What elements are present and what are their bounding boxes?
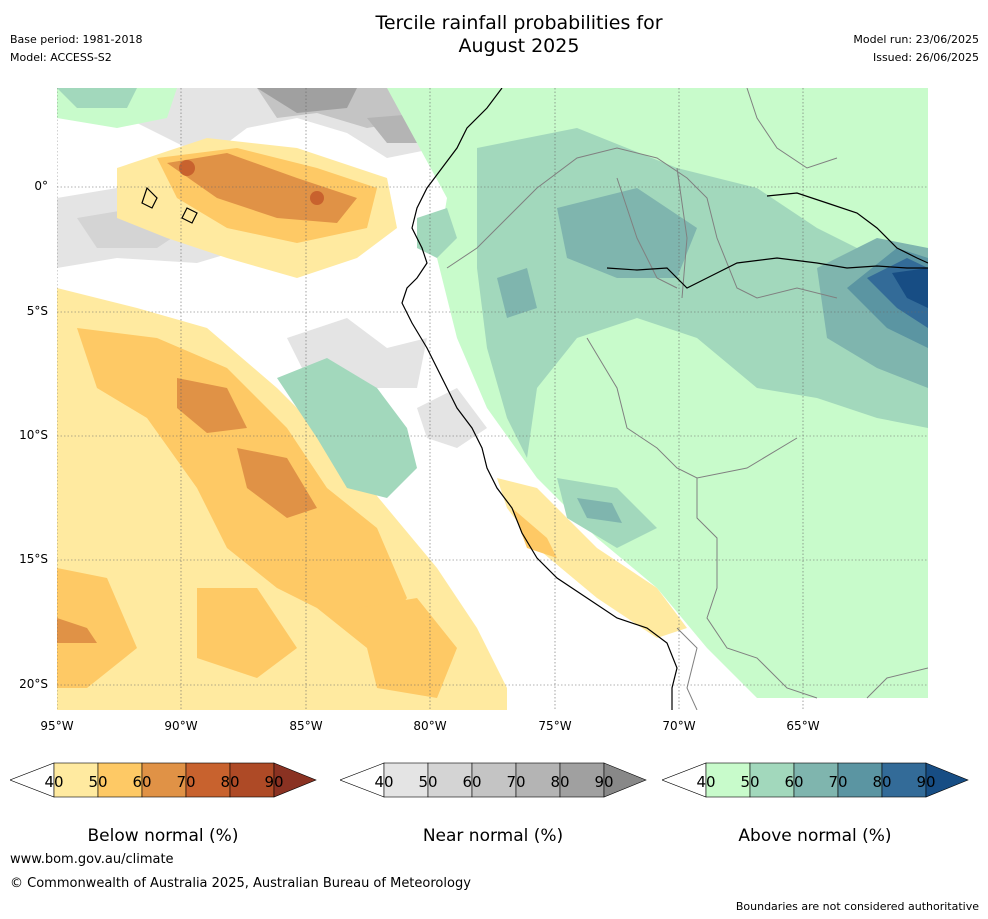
colorbar-above-tick-70: 70 — [828, 773, 848, 791]
lat-label-15s: 15°S — [19, 552, 48, 566]
colorbar-above-swatches — [661, 762, 969, 798]
colorbar-near — [339, 762, 650, 802]
title-line-1: Tercile rainfall probabilities for — [375, 12, 663, 34]
map-title: Tercile rainfall probabilities for Augus… — [0, 12, 988, 58]
country-borders — [446, 88, 928, 710]
lat-label-20s: 20°S — [19, 677, 48, 691]
colorbar-below-tick-90: 90 — [264, 773, 284, 791]
copyright-text: © Commonwealth of Australia 2025, Austra… — [10, 876, 471, 891]
colorbar-below-tick-50: 50 — [88, 773, 108, 791]
lon-label-70w: 70°W — [662, 719, 696, 733]
coastline — [141, 88, 928, 710]
below-normal-regions — [57, 88, 928, 710]
colorbar-below — [9, 762, 320, 802]
colorbar-below-tick-60: 60 — [132, 773, 152, 791]
colorbar-below-tick-80: 80 — [220, 773, 240, 791]
website-link[interactable]: www.bom.gov.au/climate — [10, 852, 174, 867]
colorbar-above-tick-90: 90 — [916, 773, 936, 791]
colorbar-below-swatches — [9, 762, 317, 798]
colorbar-near-tick-80: 80 — [550, 773, 570, 791]
map-canvas — [57, 88, 928, 710]
lon-label-80w: 80°W — [413, 719, 447, 733]
colorbar-below-tick-70: 70 — [176, 773, 196, 791]
base-period-label: Base period: 1981-2018 — [10, 33, 143, 46]
colorbar-near-tick-60: 60 — [462, 773, 482, 791]
colorbar-near-label: Near normal (%) — [422, 826, 564, 846]
lat-label-5s: 5°S — [26, 304, 48, 318]
title-line-2: August 2025 — [458, 35, 580, 57]
colorbar-below-label: Below normal (%) — [87, 826, 239, 846]
model-run-label: Model run: 23/06/2025 — [853, 33, 979, 46]
colorbar-above-tick-80: 80 — [872, 773, 892, 791]
lon-label-75w: 75°W — [538, 719, 572, 733]
above-normal-regions — [57, 88, 928, 698]
colorbar-near-tick-90: 90 — [594, 773, 614, 791]
colorbar-above-label: Above normal (%) — [738, 826, 892, 846]
grid-lines — [57, 88, 928, 710]
lat-label-10s: 10°S — [19, 428, 48, 442]
colorbar-near-tick-50: 50 — [418, 773, 438, 791]
issued-label: Issued: 26/06/2025 — [872, 51, 979, 64]
colorbar-near-swatches — [339, 762, 647, 798]
colorbar-near-tick-70: 70 — [506, 773, 526, 791]
lat-label-0: 0° — [34, 179, 48, 193]
colorbar-above-tick-40: 40 — [696, 773, 716, 791]
model-label: Model: ACCESS-S2 — [10, 51, 112, 64]
colorbar-above-tick-60: 60 — [784, 773, 804, 791]
lon-label-95w: 95°W — [40, 719, 74, 733]
colorbar-above-tick-50: 50 — [740, 773, 760, 791]
colorbar-near-tick-40: 40 — [374, 773, 394, 791]
disclaimer-text: Boundaries are not considered authoritat… — [735, 900, 979, 913]
lon-label-90w: 90°W — [164, 719, 198, 733]
colorbar-above — [661, 762, 972, 802]
colorbar-below-tick-40: 40 — [44, 773, 64, 791]
lon-label-65w: 65°W — [786, 719, 820, 733]
lon-label-85w: 85°W — [289, 719, 323, 733]
probability-map — [57, 88, 928, 710]
